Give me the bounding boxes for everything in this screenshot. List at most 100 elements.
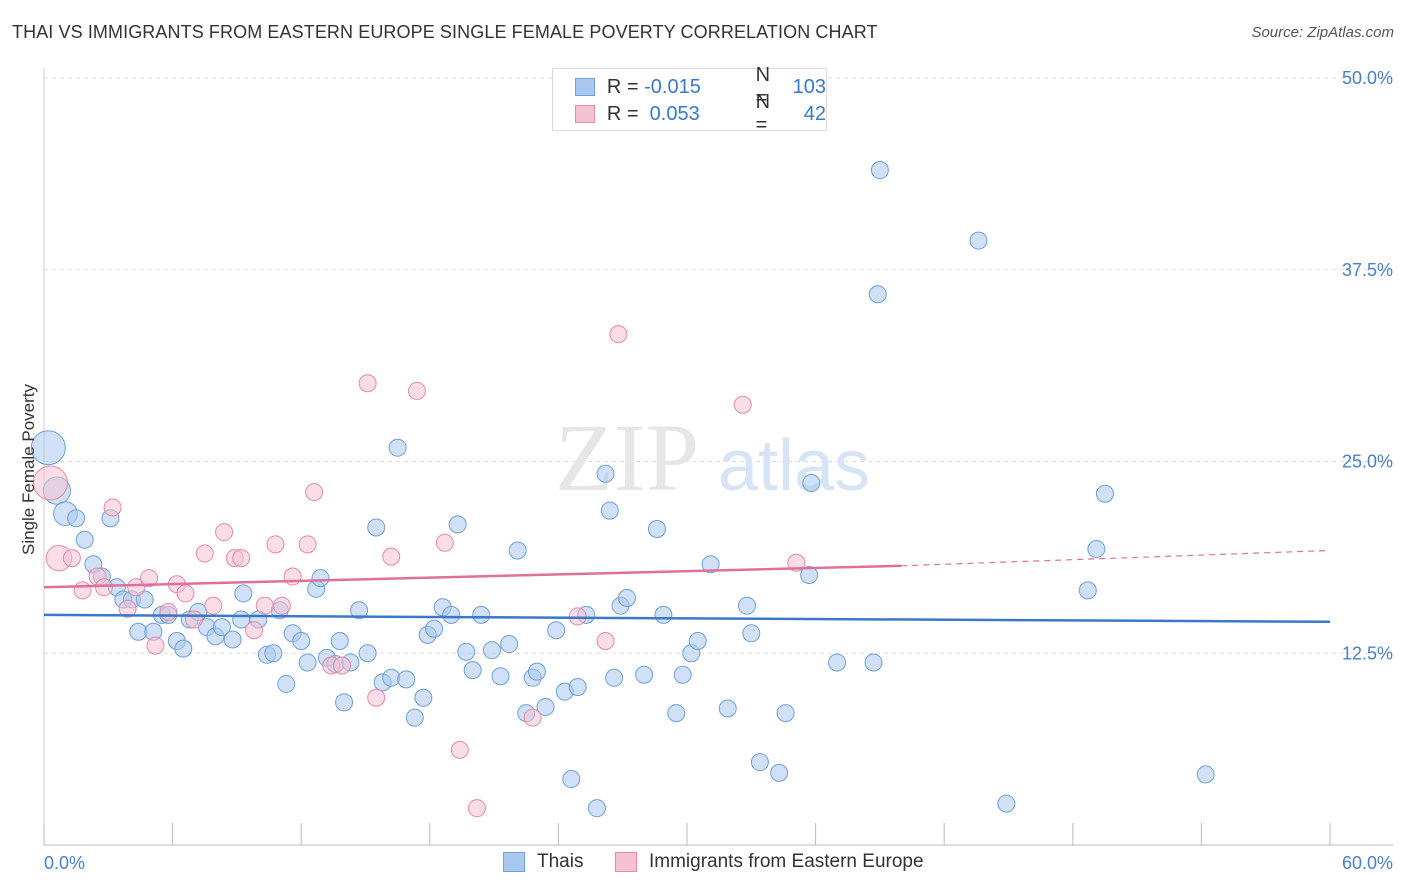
data-point (367, 518, 386, 537)
data-point (382, 547, 401, 566)
data-point (146, 636, 165, 655)
data-point (223, 630, 242, 649)
trend-line-extension (901, 549, 1331, 567)
data-point (129, 622, 148, 641)
data-point (800, 566, 819, 585)
data-point (738, 596, 757, 615)
data-point (298, 653, 317, 672)
tick-labels: 12.5% 25.0% 37.5% 50.0% 0.0% 60.0% (44, 68, 1393, 873)
data-point (587, 799, 606, 818)
n-label: N = (755, 91, 771, 136)
data-point (332, 656, 351, 675)
data-point (600, 501, 619, 520)
data-point (617, 589, 636, 608)
data-point (272, 596, 291, 615)
data-point (204, 596, 223, 615)
data-point (667, 704, 686, 723)
data-point (868, 285, 887, 304)
data-point (95, 578, 114, 597)
data-point (277, 674, 296, 693)
legend-item-thais[interactable]: Thais (503, 851, 583, 873)
data-point (562, 770, 581, 789)
chart-title: THAI VS IMMIGRANTS FROM EASTERN EUROPE S… (12, 22, 878, 42)
data-point (523, 708, 542, 727)
data-point (185, 610, 204, 629)
legend-label-eastern-europe: Immigrants from Eastern Europe (649, 851, 924, 872)
data-point (596, 631, 615, 650)
data-point (701, 555, 720, 574)
data-point (382, 668, 401, 687)
data-point (212, 618, 231, 637)
data-point (500, 635, 519, 654)
watermark-atlas: atlas (718, 426, 870, 506)
data-point (32, 465, 68, 501)
data-point (457, 642, 476, 661)
data-point (997, 794, 1016, 813)
data-point (1087, 539, 1106, 558)
x-tick-label: 60.0% (1342, 853, 1393, 873)
data-point (215, 523, 234, 542)
data-point (30, 430, 66, 466)
data-point (330, 631, 349, 650)
data-point (140, 569, 159, 588)
y-tick-label: 12.5% (1342, 643, 1393, 663)
data-point (305, 483, 324, 502)
n-value-eastern-europe: 42 (803, 102, 827, 125)
data-point (367, 688, 386, 707)
data-point (463, 661, 482, 680)
data-point (232, 549, 251, 568)
data-point (174, 639, 193, 658)
legend-row-thais: R = -0.015 N = 103 (553, 64, 826, 109)
data-point (234, 584, 253, 603)
data-point (67, 509, 86, 528)
y-tick-label: 37.5% (1342, 260, 1393, 280)
data-point (255, 596, 274, 615)
data-point (527, 662, 546, 681)
data-point (350, 601, 369, 620)
data-point (298, 535, 317, 554)
data-point (635, 665, 654, 684)
watermark: ZIP atlas (555, 404, 870, 511)
data-point (245, 621, 264, 640)
eastern-europe-swatch (575, 105, 595, 123)
data-point (159, 602, 178, 621)
data-point (568, 677, 587, 696)
y-axis-label: Single Female Poverty (19, 383, 38, 555)
data-point (969, 231, 988, 250)
data-point (750, 753, 769, 772)
r-label: R = (606, 102, 639, 125)
data-point (405, 708, 424, 727)
eastern-europe-legend-swatch (615, 852, 637, 872)
data-point (127, 578, 146, 597)
data-point (828, 653, 847, 672)
data-point (536, 697, 555, 716)
r-label: R = (606, 75, 639, 98)
trend-lines (43, 549, 1331, 624)
data-point (388, 438, 407, 457)
data-point (733, 395, 752, 414)
data-point (1095, 484, 1114, 503)
data-point (73, 581, 92, 600)
data-point (292, 631, 311, 650)
data-point (176, 584, 195, 603)
data-point (62, 549, 81, 568)
series-legend: Thais Immigrants from Eastern Europe (0, 851, 1406, 879)
data-point (442, 605, 461, 624)
data-point (787, 553, 806, 572)
legend-item-eastern-europe[interactable]: Immigrants from Eastern Europe (615, 851, 924, 873)
data-point (776, 704, 795, 723)
data-point (491, 667, 510, 686)
data-point (508, 541, 527, 560)
y-tick-label: 50.0% (1342, 68, 1393, 88)
source-label: Source: ZipAtlas.com (1251, 24, 1394, 41)
data-point (435, 533, 454, 552)
data-point (448, 515, 467, 534)
data-point (195, 544, 214, 563)
data-point (609, 325, 628, 344)
series-eastern-europe-points (32, 325, 806, 818)
r-value-thais: -0.015 (644, 75, 701, 98)
data-point (864, 653, 883, 672)
data-point (467, 799, 486, 818)
data-point (1196, 765, 1215, 784)
data-point (647, 519, 666, 538)
